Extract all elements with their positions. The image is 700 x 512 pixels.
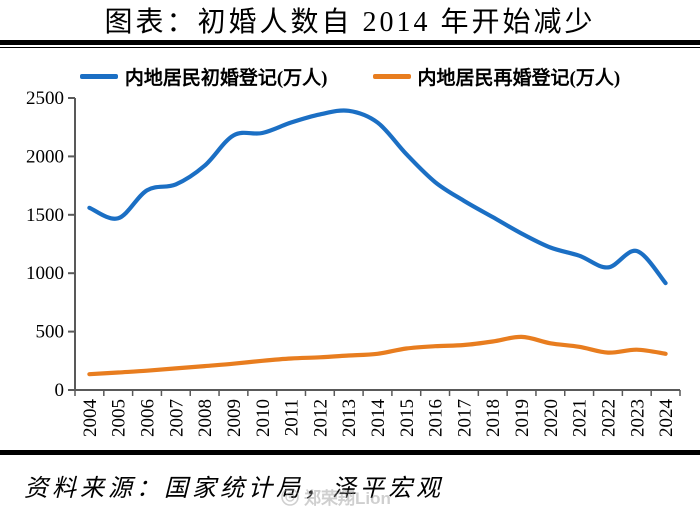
x-tick-label: 2011 [282,399,303,436]
x-tick-label: 2018 [483,399,504,437]
y-tick-label: 2500 [26,88,64,109]
y-tick-label: 1500 [26,205,64,226]
legend-label-remarriage: 内地居民再婚登记(万人) [417,68,621,89]
x-tick-label: 2016 [426,399,447,437]
x-tick-label: 2014 [368,399,389,438]
y-tick-label: 2000 [26,146,64,167]
top-divider-thick [0,40,700,45]
legend-item-remarriage: 内地居民再婚登记(万人) [372,63,621,90]
chart-legend: 内地居民初婚登记(万人) 内地居民再婚登记(万人) [0,63,700,90]
x-tick-label: 2013 [339,399,360,437]
y-tick-label: 0 [55,380,65,401]
series-line-remarriage [87,334,668,377]
x-tick-label: 2021 [570,399,591,437]
y-tick-label: 1000 [26,263,64,284]
page-title: 图表：初婚人数自 2014 年开始减少 [104,7,596,38]
series-line-first-marriage [87,108,668,286]
x-tick-label: 2020 [541,399,562,437]
x-tick-label: 2006 [138,399,159,437]
x-tick-label: 2024 [656,399,677,438]
x-tick-label: 2010 [253,399,274,437]
x-tick-label: 2008 [195,399,216,437]
source-note: 资料来源：国家统计局，泽平宏观 [24,476,444,502]
y-tick-label: 500 [36,322,65,343]
legend-label-first-marriage: 内地居民初婚登记(万人) [124,68,328,89]
x-tick-label: 2015 [397,399,418,437]
x-tick-label: 2023 [627,399,648,437]
chart-canvas: 0 500 1000 1500 2000 2500 2004 2005 2006 2007 2008… [26,88,681,438]
x-tick-label: 2005 [109,399,130,437]
x-tick-label: 2019 [512,399,533,437]
remarriage-line-swatch [372,74,411,79]
first-marriage-line-swatch [79,74,118,79]
x-tick-label: 2009 [224,399,245,437]
x-tick-label: 2012 [310,399,331,437]
top-divider-thin [0,47,700,48]
legend-item-first-marriage: 内地居民初婚登记(万人) [79,63,328,90]
bottom-divider [0,450,700,455]
x-tick-label: 2017 [454,399,475,437]
x-tick-label: 2004 [80,399,101,438]
x-tick-label: 2007 [166,399,187,437]
x-tick-label: 2022 [599,399,620,437]
